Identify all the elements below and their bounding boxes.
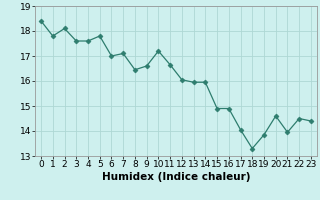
X-axis label: Humidex (Indice chaleur): Humidex (Indice chaleur) <box>102 172 250 182</box>
